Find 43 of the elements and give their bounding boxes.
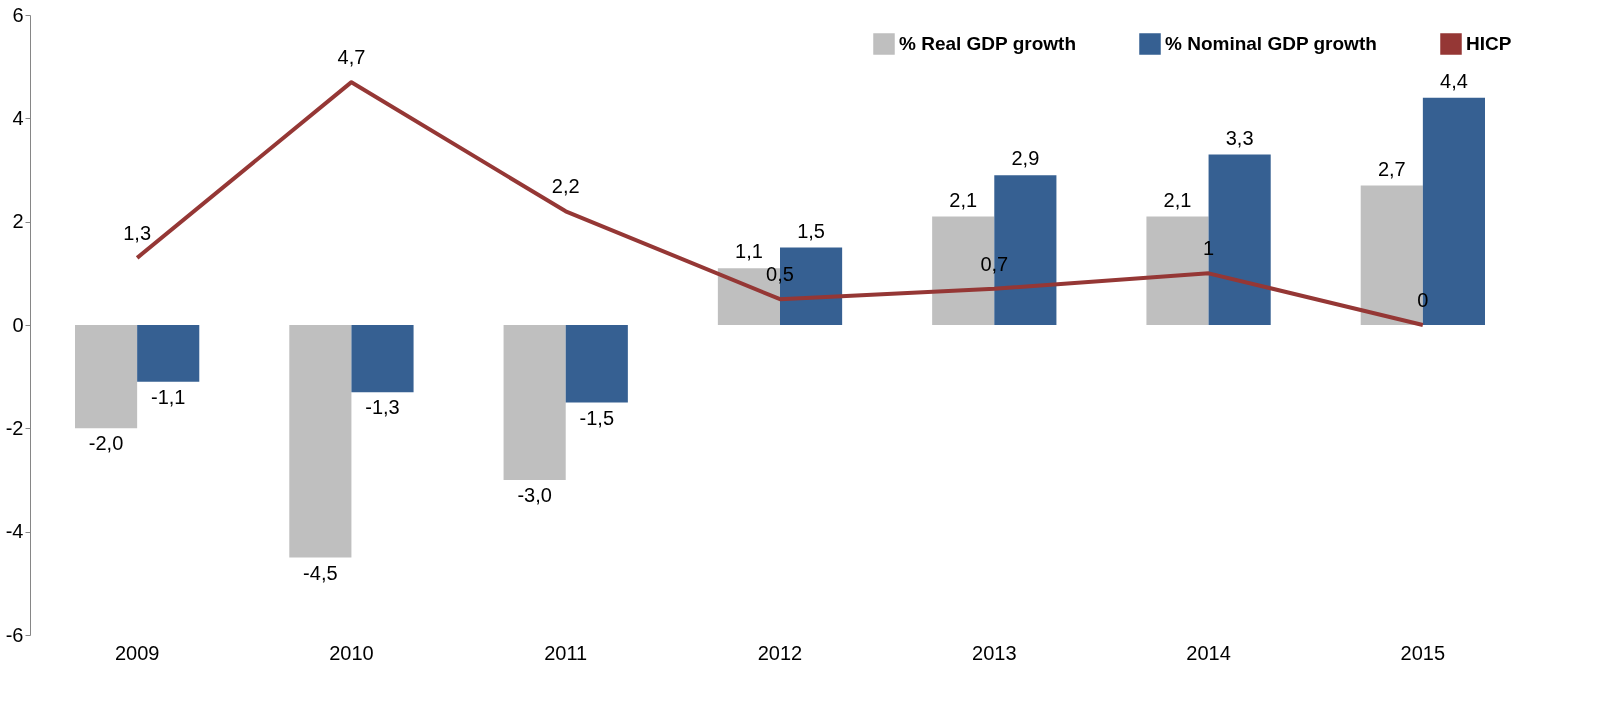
data-label: -2,0 (88, 432, 124, 455)
x-tick-label: 2015 (1400, 641, 1446, 664)
data-label: 2,9 (1011, 147, 1040, 170)
legend-label: % Real GDP growth (899, 33, 1077, 54)
x-tick-label: 2013 (972, 641, 1017, 664)
data-label: 2,7 (1377, 157, 1406, 180)
x-tick-label: 2009 (114, 641, 160, 664)
y-tick-label: -6 (5, 623, 24, 646)
data-label: -1,3 (365, 396, 400, 419)
y-tick-label: -2 (5, 416, 24, 439)
y-tick-label: 0 (12, 313, 24, 336)
x-tick-label: 2012 (757, 641, 803, 664)
y-tick-label: -4 (5, 520, 24, 543)
x-tick-label: 2014 (1186, 641, 1231, 664)
data-label: 4,4 (1440, 69, 1468, 92)
y-tick-label: 4 (12, 106, 24, 129)
data-label: -4,5 (303, 561, 338, 584)
data-label: 1 (1203, 237, 1215, 260)
data-label: 3,3 (1225, 126, 1254, 149)
data-label: 1,1 (735, 240, 763, 263)
data-label: 2,2 (551, 175, 580, 198)
data-label: 1,5 (797, 219, 825, 242)
bar (503, 325, 566, 480)
bar (351, 325, 414, 393)
data-label: -1,5 (579, 406, 615, 429)
data-label: 2,1 (1163, 188, 1192, 211)
y-tick-label: 6 (12, 3, 24, 26)
legend-label: % Nominal GDP growth (1165, 33, 1377, 54)
data-label: 0,7 (980, 252, 1009, 275)
data-label: -1,1 (150, 385, 186, 408)
x-tick-label: 2011 (544, 641, 588, 664)
bar (289, 325, 352, 558)
data-label: 4,7 (337, 46, 366, 69)
data-label: 0 (1417, 289, 1429, 311)
x-tick-label: 2010 (329, 641, 374, 664)
y-tick-label: 2 (12, 210, 24, 233)
bar (137, 325, 200, 382)
data-label: 2,1 (949, 188, 978, 211)
legend-label: HICP (1466, 33, 1512, 54)
data-label: 1,3 (123, 221, 152, 244)
bar (75, 325, 138, 429)
data-label: -3,0 (517, 484, 552, 506)
bar (565, 325, 628, 403)
